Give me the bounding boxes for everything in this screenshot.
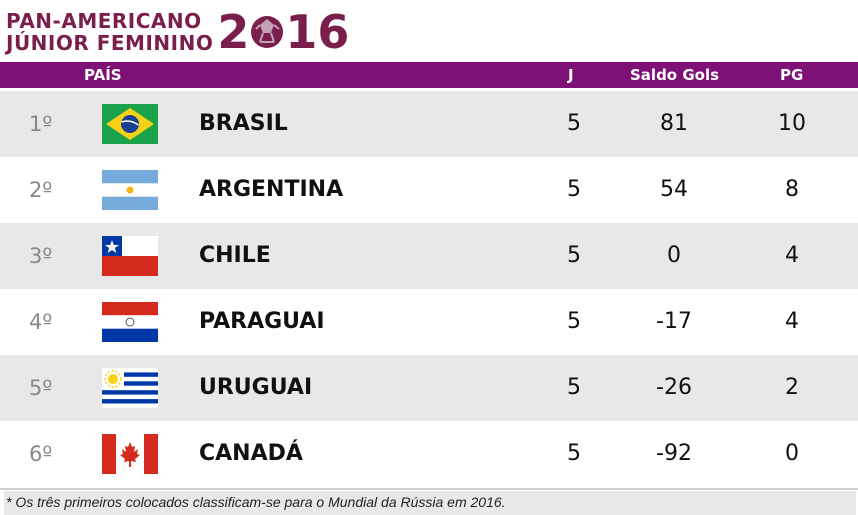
cell-points: 2 (785, 375, 799, 400)
row-position: 2º (29, 178, 53, 202)
argentina-flag-icon (102, 170, 158, 210)
row-position: 6º (29, 442, 53, 466)
cell-goal-diff: -26 (656, 375, 692, 400)
table-row: 2º ARGENTINA 5 54 8 (0, 157, 858, 223)
cell-goal-diff: -17 (656, 309, 692, 334)
country-name: ARGENTINA (199, 177, 344, 202)
table-header: PAÍS J Saldo Gols PG (0, 62, 858, 88)
table-row: 1º BRASIL 5 81 10 (0, 91, 858, 157)
table-row: 5º URUGUAI 5 -26 2 (0, 355, 858, 421)
country-name: BRASIL (199, 111, 288, 136)
header-points: PG (780, 66, 804, 84)
table-row: 4º PARAGUAI 5 -17 4 (0, 289, 858, 355)
title-line-1: PAN-AMERICANO (6, 9, 202, 33)
cell-goal-diff: 81 (660, 111, 688, 136)
table-row: 6º CANADÁ 5 -92 0 (0, 421, 858, 487)
cell-points: 4 (785, 243, 799, 268)
year-digits-16: 16 (285, 5, 350, 59)
tournament-title: PAN-AMERICANO JÚNIOR FEMININO (6, 10, 213, 54)
header-goal-diff: Saldo Gols (630, 66, 720, 84)
divider (0, 488, 858, 490)
cell-games: 5 (567, 309, 581, 334)
country-name: URUGUAI (199, 375, 313, 400)
country-name: PARAGUAI (199, 309, 325, 334)
header-games: J (568, 66, 574, 84)
row-position: 5º (29, 376, 53, 400)
tournament-year: 2 16 (217, 7, 349, 57)
title-line-2: JÚNIOR FEMININO (6, 31, 214, 55)
brazil-flag-icon (102, 104, 158, 144)
row-position: 4º (29, 310, 53, 334)
tournament-logo: PAN-AMERICANO JÚNIOR FEMININO 2 16 (6, 4, 349, 60)
canada-flag-icon (102, 434, 158, 474)
row-position: 1º (29, 112, 53, 136)
row-position: 3º (29, 244, 53, 268)
cell-points: 4 (785, 309, 799, 334)
chile-flag-icon (102, 236, 158, 276)
cell-games: 5 (567, 111, 581, 136)
country-name: CANADÁ (199, 441, 303, 466)
cell-goal-diff: -92 (656, 441, 692, 466)
cell-points: 0 (785, 441, 799, 466)
header-country: PAÍS (84, 66, 122, 84)
cell-games: 5 (567, 177, 581, 202)
cell-games: 5 (567, 441, 581, 466)
handball-icon (251, 16, 284, 48)
table-row: 3º CHILE 5 0 4 (0, 223, 858, 289)
uruguay-flag-icon (102, 368, 158, 408)
cell-points: 8 (785, 177, 799, 202)
cell-games: 5 (567, 243, 581, 268)
cell-points: 10 (778, 111, 806, 136)
cell-games: 5 (567, 375, 581, 400)
country-name: CHILE (199, 243, 271, 268)
paraguay-flag-icon (102, 302, 158, 342)
cell-goal-diff: 54 (660, 177, 688, 202)
cell-goal-diff: 0 (667, 243, 681, 268)
footnote: * Os três primeiros colocados classifica… (4, 491, 856, 515)
year-digit-2: 2 (217, 5, 250, 59)
